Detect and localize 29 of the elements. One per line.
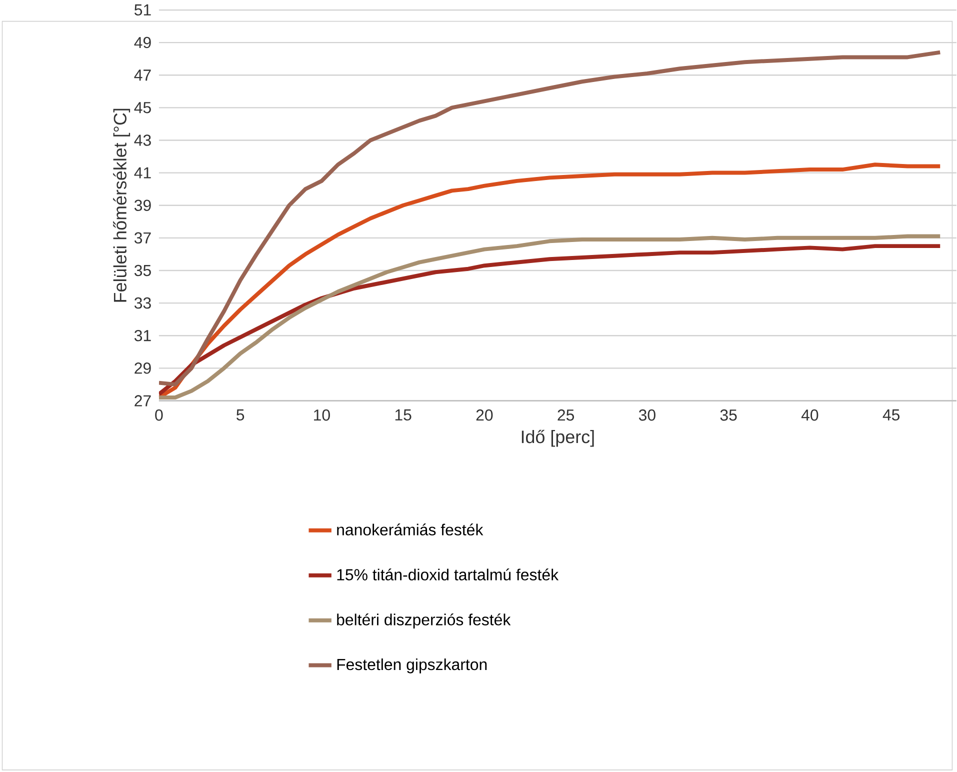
y-tick-label: 45	[134, 102, 151, 114]
x-tick-label: 45	[882, 409, 900, 420]
x-tick-label: 0	[155, 409, 163, 421]
x-tick-label: 25	[558, 409, 574, 421]
y-axis-title: Felületi hőmérséklet [°C]	[113, 108, 130, 302]
y-tick-label: 37	[134, 232, 151, 244]
x-axis-title: Idő [perc]	[522, 430, 594, 447]
x-tick-label: 35	[720, 409, 737, 421]
y-tick-label: 31	[134, 330, 151, 342]
y-tick-label: 27	[134, 395, 151, 406]
x-tick-label: 20	[476, 409, 493, 421]
y-tick-label: 49	[134, 36, 151, 48]
x-tick-label: 10	[314, 409, 330, 421]
y-tick-label: 51	[134, 4, 151, 16]
legend-label: beltéri diszperziós festék	[337, 613, 511, 628]
x-tick-label: 15	[395, 409, 412, 420]
x-tick-label: 40	[801, 409, 818, 421]
legend-label: nanokerámiás festék	[337, 523, 484, 536]
y-tick-label: 33	[134, 297, 151, 309]
y-tick-label: 39	[134, 200, 151, 211]
legend-label: 15% titán-dioxid tartalmú festék	[337, 568, 559, 580]
x-tick-label: 5	[236, 409, 244, 420]
y-tick-label: 35	[134, 264, 151, 276]
y-tick-label: 41	[134, 167, 151, 178]
y-tick-label: 29	[134, 362, 151, 374]
legend-label: Festetlen gipszkarton	[337, 658, 487, 674]
y-tick-label: 43	[134, 134, 151, 146]
x-tick-label: 30	[638, 409, 656, 421]
y-tick-label: 47	[134, 70, 151, 80]
